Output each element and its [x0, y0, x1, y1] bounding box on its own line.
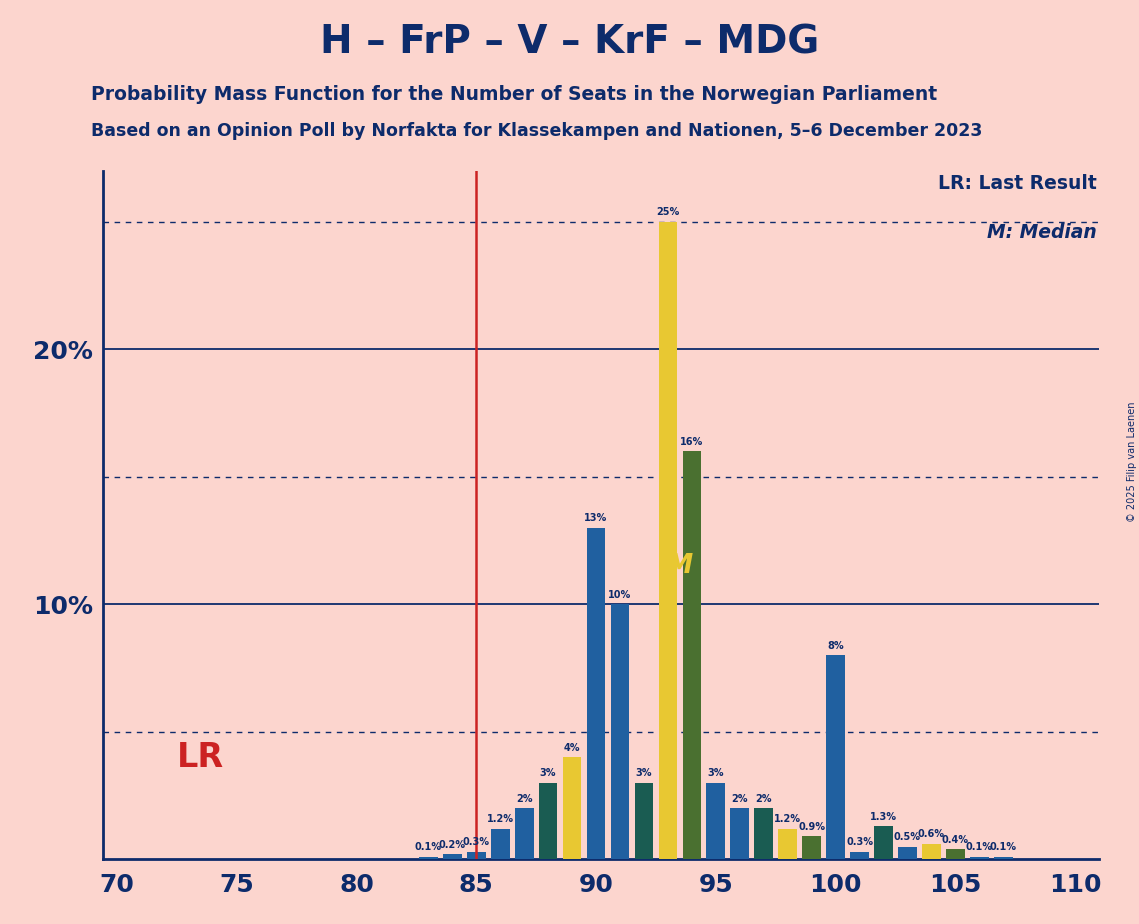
Text: 25%: 25% [656, 207, 680, 217]
Bar [467, 852, 485, 859]
Text: 1.2%: 1.2% [775, 814, 801, 824]
Text: 0.4%: 0.4% [942, 834, 969, 845]
Bar [539, 783, 557, 859]
Text: 2%: 2% [516, 794, 532, 804]
Bar [706, 783, 726, 859]
Bar [443, 854, 461, 859]
Text: 2%: 2% [731, 794, 748, 804]
Text: 1.2%: 1.2% [486, 814, 514, 824]
Text: 0.2%: 0.2% [439, 840, 466, 850]
Bar [587, 528, 605, 859]
Text: LR: Last Result: LR: Last Result [939, 175, 1097, 193]
Text: 0.1%: 0.1% [415, 842, 442, 852]
Bar [826, 655, 845, 859]
Text: © 2025 Filip van Laenen: © 2025 Filip van Laenen [1126, 402, 1137, 522]
Bar [778, 829, 797, 859]
Text: 0.1%: 0.1% [990, 842, 1017, 852]
Bar [874, 826, 893, 859]
Text: M: Median: M: Median [988, 223, 1097, 241]
Bar [899, 846, 917, 859]
Text: 10%: 10% [608, 590, 632, 600]
Bar [923, 844, 941, 859]
Bar [994, 857, 1013, 859]
Text: 4%: 4% [564, 743, 581, 753]
Text: 0.3%: 0.3% [462, 837, 490, 847]
Text: 2%: 2% [755, 794, 772, 804]
Text: LR: LR [178, 741, 224, 773]
Bar [658, 222, 678, 859]
Bar [634, 783, 654, 859]
Text: 0.3%: 0.3% [846, 837, 874, 847]
Text: Probability Mass Function for the Number of Seats in the Norwegian Parliament: Probability Mass Function for the Number… [91, 85, 937, 104]
Bar [419, 857, 437, 859]
Text: 8%: 8% [827, 640, 844, 650]
Bar [850, 852, 869, 859]
Text: 13%: 13% [584, 514, 607, 523]
Bar [611, 604, 630, 859]
Text: 0.9%: 0.9% [798, 821, 825, 832]
Bar [802, 836, 821, 859]
Bar [682, 452, 702, 859]
Bar [947, 849, 965, 859]
Text: 3%: 3% [707, 768, 724, 778]
Text: 1.3%: 1.3% [870, 811, 898, 821]
Bar [491, 829, 509, 859]
Bar [563, 758, 581, 859]
Text: M: M [666, 553, 693, 579]
Text: 0.6%: 0.6% [918, 830, 945, 839]
Text: Based on an Opinion Poll by Norfakta for Klassekampen and Nationen, 5–6 December: Based on an Opinion Poll by Norfakta for… [91, 122, 983, 140]
Text: 0.1%: 0.1% [966, 842, 993, 852]
Text: 0.5%: 0.5% [894, 832, 921, 842]
Text: 16%: 16% [680, 437, 704, 447]
Bar [754, 808, 773, 859]
Text: H – FrP – V – KrF – MDG: H – FrP – V – KrF – MDG [320, 23, 819, 61]
Bar [515, 808, 533, 859]
Text: 3%: 3% [636, 768, 653, 778]
Bar [730, 808, 749, 859]
Bar [970, 857, 989, 859]
Text: 3%: 3% [540, 768, 556, 778]
